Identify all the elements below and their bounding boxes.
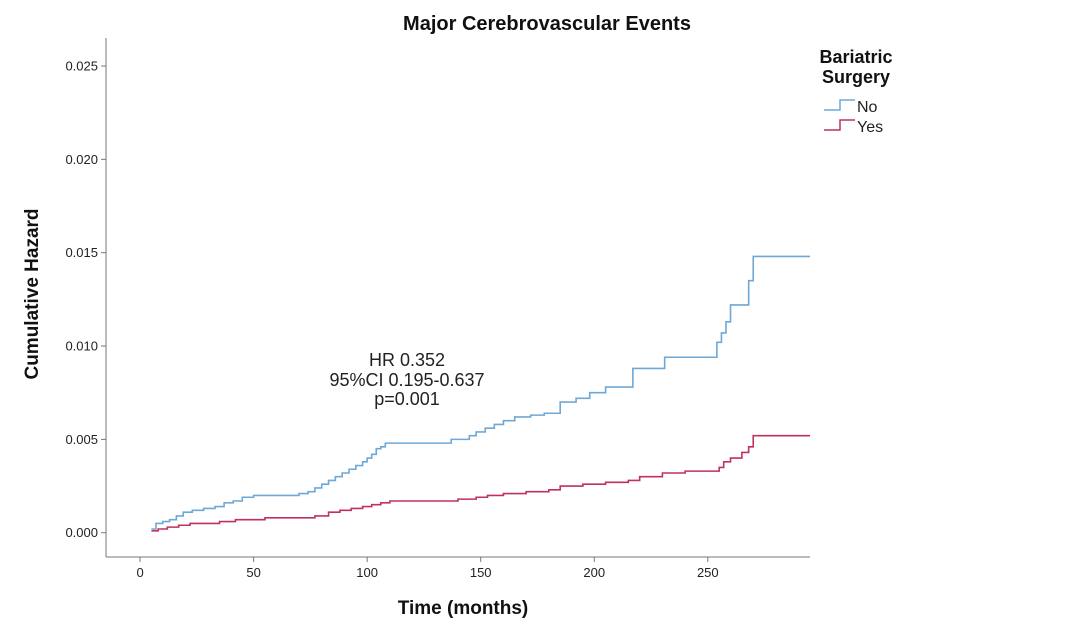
- y-tick-label: 0.020: [65, 152, 98, 167]
- y-tick-label: 0.025: [65, 59, 98, 74]
- legend-title-line-2: Surgery: [822, 67, 890, 87]
- y-tick-label: 0.005: [65, 432, 98, 447]
- legend: Bariatric Surgery No Yes: [819, 47, 892, 136]
- x-tick-label: 0: [136, 565, 143, 580]
- legend-swatch-no: [824, 99, 855, 111]
- x-tick-label: 50: [246, 565, 260, 580]
- chart-title: Major Cerebrovascular Events: [403, 13, 691, 35]
- x-tick-label: 200: [583, 565, 605, 580]
- legend-label-yes: Yes: [857, 119, 883, 136]
- legend-items: No Yes: [824, 99, 883, 136]
- x-tick-label: 150: [470, 565, 492, 580]
- y-tick-label: 0.015: [65, 245, 98, 260]
- legend-title-line-1: Bariatric: [819, 47, 892, 67]
- x-tick-label: 250: [697, 565, 719, 580]
- y-ticks: 0.000 0.005 0.010 0.015 0.020 0.025: [65, 59, 106, 540]
- x-axis-title: Time (months): [398, 598, 529, 619]
- x-tick-label: 100: [356, 565, 378, 580]
- legend-label-no: No: [857, 99, 878, 116]
- annotation-p: p=0.001: [374, 389, 440, 409]
- y-tick-label: 0.000: [65, 525, 98, 540]
- x-ticks: 0 50 100 150 200 250: [136, 557, 719, 580]
- legend-swatch-yes: [824, 119, 855, 131]
- series-line-no: [151, 255, 810, 530]
- series-line-yes: [151, 434, 810, 532]
- y-tick-label: 0.010: [65, 339, 98, 354]
- annotation-ci: 95%CI 0.195-0.637: [329, 370, 484, 390]
- series-layer: [151, 255, 810, 532]
- annotation-hr: HR 0.352: [369, 350, 445, 370]
- y-axis-title: Cumulative Hazard: [22, 208, 43, 379]
